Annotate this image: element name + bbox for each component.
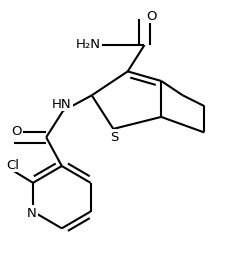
Text: O: O — [11, 124, 21, 137]
Text: S: S — [110, 130, 119, 143]
Text: O: O — [146, 10, 157, 23]
Text: HN: HN — [52, 98, 72, 111]
Text: H₂N: H₂N — [76, 38, 101, 51]
Text: N: N — [27, 207, 37, 219]
Text: Cl: Cl — [6, 159, 19, 172]
